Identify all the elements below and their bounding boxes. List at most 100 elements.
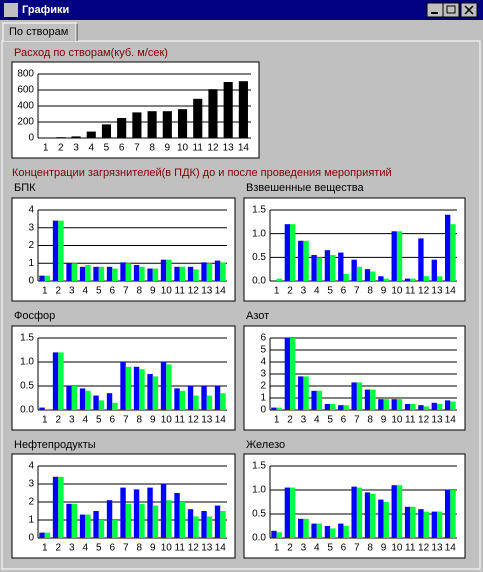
bar: [410, 278, 416, 281]
bar: [276, 532, 283, 538]
y-tick-label: 2: [28, 240, 34, 251]
bar: [52, 352, 59, 410]
bar: [152, 505, 159, 538]
bar: [238, 81, 248, 138]
close-icon: [464, 5, 474, 15]
x-tick-label: 6: [109, 543, 115, 554]
x-tick-label: 13: [431, 415, 443, 426]
bar: [179, 502, 186, 538]
bar: [444, 400, 451, 410]
x-tick-label: 2: [55, 543, 61, 554]
chart-title: Азот: [246, 310, 269, 322]
bar: [356, 382, 363, 410]
bar: [112, 402, 118, 410]
bar: [39, 532, 45, 538]
bar: [193, 98, 203, 138]
y-tick-label: 200: [17, 117, 34, 128]
bar: [311, 390, 317, 410]
maximize-button[interactable]: [442, 2, 460, 18]
x-tick-label: 3: [69, 543, 75, 554]
bar: [106, 393, 113, 410]
bar: [343, 273, 349, 281]
bar: [193, 269, 199, 281]
bar: [303, 376, 309, 410]
bar: [311, 523, 317, 538]
x-tick-label: 9: [150, 415, 156, 426]
bar: [106, 500, 113, 538]
bar: [179, 266, 186, 281]
y-tick-label: 3: [28, 479, 34, 490]
chart-box: [11, 197, 236, 302]
chart-title: Нефтепродукты: [14, 439, 96, 451]
bar: [160, 362, 167, 410]
bar: [162, 111, 172, 138]
x-tick-label: 1: [274, 286, 280, 297]
x-tick-label: 8: [136, 415, 142, 426]
x-tick-label: 14: [445, 543, 457, 554]
bar: [276, 278, 283, 281]
bar: [56, 137, 66, 138]
minimize-button[interactable]: [426, 2, 444, 18]
bar: [66, 263, 72, 281]
window-buttons[interactable]: [426, 2, 478, 18]
bar: [303, 518, 309, 538]
y-tick-label: 0.0: [252, 533, 266, 544]
chart-box: [243, 197, 466, 302]
x-tick-label: 6: [109, 415, 115, 426]
x-tick-label: 10: [177, 143, 189, 154]
bar: [324, 250, 331, 281]
x-tick-label: 2: [287, 543, 293, 554]
x-tick-label: 7: [354, 286, 360, 297]
bar: [356, 487, 363, 538]
bar: [330, 528, 336, 538]
bar: [79, 388, 86, 410]
bar: [71, 136, 81, 138]
y-tick-label: 0.0: [20, 405, 34, 416]
bar: [423, 406, 429, 410]
bar: [52, 220, 59, 281]
x-tick-label: 5: [96, 286, 102, 297]
bar: [290, 487, 296, 538]
x-tick-label: 6: [341, 543, 347, 554]
x-tick-label: 12: [188, 286, 200, 297]
bar: [106, 266, 113, 281]
bar: [450, 401, 456, 410]
bar: [206, 516, 213, 538]
x-tick-label: 11: [175, 286, 186, 297]
bar: [147, 487, 153, 538]
bar: [71, 386, 78, 410]
y-tick-label: 400: [17, 101, 34, 112]
bar: [187, 266, 194, 281]
bar: [166, 259, 172, 281]
x-tick-label: 11: [405, 543, 416, 554]
bar: [290, 224, 296, 281]
bar: [271, 530, 277, 538]
tab-label[interactable]: По створам: [9, 26, 68, 38]
bar: [436, 404, 443, 410]
bar: [284, 224, 291, 281]
bar: [174, 388, 180, 410]
bar: [71, 503, 78, 538]
bar: [290, 338, 296, 410]
x-tick-label: 10: [391, 415, 403, 426]
x-tick-label: 12: [418, 286, 430, 297]
bar: [44, 532, 51, 538]
x-tick-label: 6: [119, 143, 125, 154]
x-tick-label: 9: [381, 415, 387, 426]
bar: [133, 489, 140, 538]
bar: [324, 404, 331, 410]
x-tick-label: 13: [431, 286, 443, 297]
bar: [391, 231, 397, 281]
bar: [93, 511, 99, 538]
y-tick-label: 0.5: [252, 509, 266, 520]
bar: [364, 269, 371, 281]
tab[interactable]: [2, 22, 77, 41]
bar: [330, 254, 336, 281]
bar: [39, 407, 45, 410]
bar: [383, 399, 389, 410]
y-tick-label: 2: [28, 497, 34, 508]
bar: [284, 487, 291, 538]
x-tick-label: 9: [150, 286, 156, 297]
bar: [396, 399, 403, 410]
y-tick-label: 5: [260, 345, 266, 356]
